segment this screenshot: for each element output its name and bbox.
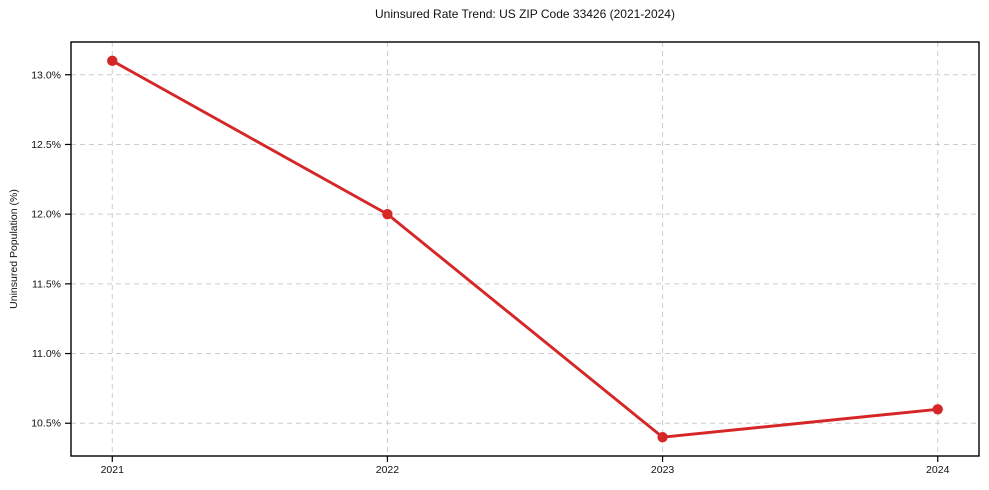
chart-title: Uninsured Rate Trend: US ZIP Code 33426 …	[375, 7, 675, 21]
plot-border	[70, 41, 980, 457]
y-tick-label: 13.0%	[31, 69, 61, 81]
y-tick-label: 11.5%	[32, 278, 61, 290]
x-tick-label: 2021	[101, 464, 125, 476]
x-tick-label: 2024	[926, 464, 950, 476]
y-tick-label: 11.0%	[32, 348, 61, 360]
x-tick-label: 2023	[651, 464, 675, 476]
data-point	[657, 431, 668, 443]
y-axis-ticks: 10.5% 11.0% 11.5% 12.0% 12.5% 13.0%	[31, 69, 71, 430]
data-point	[382, 208, 393, 220]
x-tick-label: 2022	[376, 464, 400, 476]
data-point	[932, 404, 943, 415]
y-tick-label: 12.0%	[31, 209, 61, 221]
y-tick-label: 12.5%	[31, 139, 61, 151]
x-axis-ticks: 2021 2022 2023 2024	[101, 456, 950, 476]
y-tick-label: 10.5%	[31, 418, 61, 430]
data-point	[107, 55, 118, 67]
grid-lines	[71, 42, 979, 456]
trend-line	[110, 59, 940, 439]
